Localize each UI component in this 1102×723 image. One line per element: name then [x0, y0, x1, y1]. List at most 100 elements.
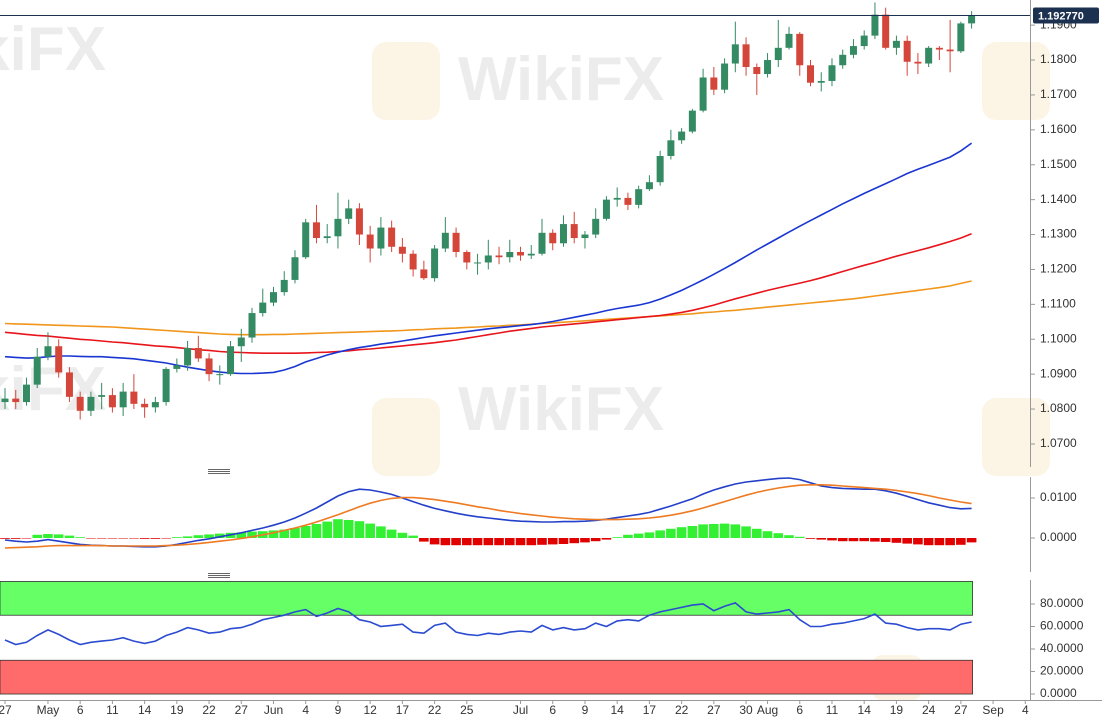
y-tick-label: 1.1600 [1040, 122, 1077, 136]
histogram-bar [762, 531, 773, 538]
histogram-bar [408, 535, 418, 538]
histogram-bar [354, 521, 365, 538]
y-tick-label: 1.1100 [1040, 297, 1076, 311]
watermark: WikiFX [458, 45, 664, 114]
x-tick-label: 22 [202, 703, 216, 717]
candle-body [98, 395, 106, 397]
candle-body [194, 347, 202, 359]
histogram-bar [290, 528, 300, 538]
histogram-bar [10, 538, 21, 539]
histogram-bar [0, 538, 10, 539]
candle-body [871, 14, 879, 36]
histogram-bar [96, 538, 107, 539]
histogram-bar [644, 532, 655, 538]
candle-body [495, 255, 503, 258]
candle-body [581, 234, 589, 239]
histogram-bar [472, 538, 483, 546]
histogram-bar [687, 526, 698, 538]
histogram-bar [150, 538, 161, 539]
watermark-logo [372, 398, 440, 476]
histogram-bar [773, 533, 784, 538]
histogram-bar [945, 538, 955, 546]
histogram-bar [343, 520, 354, 538]
x-tick-label: Aug [757, 703, 778, 717]
candle-body [441, 232, 449, 249]
candle-body [130, 391, 138, 404]
histogram-bar [376, 526, 386, 538]
histogram-bar [698, 524, 708, 538]
candle-body [377, 227, 385, 249]
histogram-bar [494, 538, 504, 546]
histogram-bar [161, 538, 171, 539]
histogram-bar [633, 533, 644, 538]
histogram-bar [333, 519, 343, 538]
candle-body [624, 197, 632, 205]
x-tick-label: 27 [954, 703, 968, 717]
histogram-bar [21, 538, 32, 539]
histogram-bar [129, 538, 139, 539]
candle-body [291, 257, 299, 280]
y-tick-label: 0.0000 [1040, 530, 1077, 544]
x-tick-label: 25 [460, 703, 474, 717]
histogram-bar [666, 528, 676, 538]
x-tick-label: 19 [170, 703, 184, 717]
histogram-bar [279, 529, 290, 538]
histogram-bar [247, 531, 257, 538]
x-tick-label: Jun [264, 703, 283, 717]
y-tick-label: 0.0000 [1040, 686, 1077, 700]
histogram-bar [43, 534, 53, 538]
histogram-bar [526, 538, 537, 546]
y-tick-label: 1.1700 [1040, 87, 1077, 101]
x-tick-label: 11 [106, 703, 119, 717]
candle-body [162, 368, 170, 403]
histogram-bar [956, 538, 966, 545]
histogram-bar [848, 538, 859, 542]
histogram-bar [623, 534, 633, 538]
histogram-bar [547, 538, 558, 545]
candle-body [892, 40, 900, 48]
histogram-bar [655, 530, 665, 538]
x-tick-label: 9 [335, 703, 342, 717]
candle-body [968, 15, 976, 24]
y-tick-label: 40.0000 [1040, 641, 1084, 655]
histogram-bar [504, 538, 515, 546]
last-price-label: 1.192770 [1038, 10, 1084, 22]
histogram-bar [440, 538, 451, 546]
candle-body [559, 224, 567, 244]
line-series [4, 280, 972, 336]
candle-body [259, 302, 267, 314]
histogram-bar [784, 535, 794, 538]
y-tick-label: 1.1400 [1040, 192, 1077, 206]
histogram-bar [880, 538, 891, 542]
candle-body [828, 65, 836, 81]
candle-body [345, 208, 353, 219]
y-tick-label: 1.0700 [1040, 436, 1077, 450]
histogram-bar [419, 538, 429, 542]
histogram-bar [891, 538, 902, 543]
histogram-bar [451, 538, 461, 546]
candle-body [570, 224, 578, 239]
histogram-bar [537, 538, 547, 545]
y-tick-label: 20.0000 [1040, 664, 1084, 678]
candle-body [22, 384, 30, 403]
histogram-bar [300, 526, 311, 538]
candle-body [12, 398, 20, 403]
histogram-bar [719, 523, 730, 538]
band [0, 659, 973, 695]
y-tick-label: 0.0100 [1040, 490, 1077, 504]
histogram-bar [204, 534, 214, 538]
histogram-bar [107, 538, 118, 539]
candle-body [731, 44, 739, 64]
y-tick-label: 1.1300 [1040, 227, 1077, 241]
histogram-bar [837, 538, 848, 542]
candle-body [860, 35, 868, 47]
histogram-bar [75, 537, 85, 538]
x-tick-label: 14 [611, 703, 625, 717]
candle-body [656, 156, 664, 183]
candle-body [721, 63, 729, 90]
candle-body [796, 33, 804, 66]
candle-body [925, 47, 933, 64]
watermark-logo [982, 42, 1050, 120]
histogram-bar [580, 538, 590, 543]
histogram-bar [923, 538, 934, 546]
